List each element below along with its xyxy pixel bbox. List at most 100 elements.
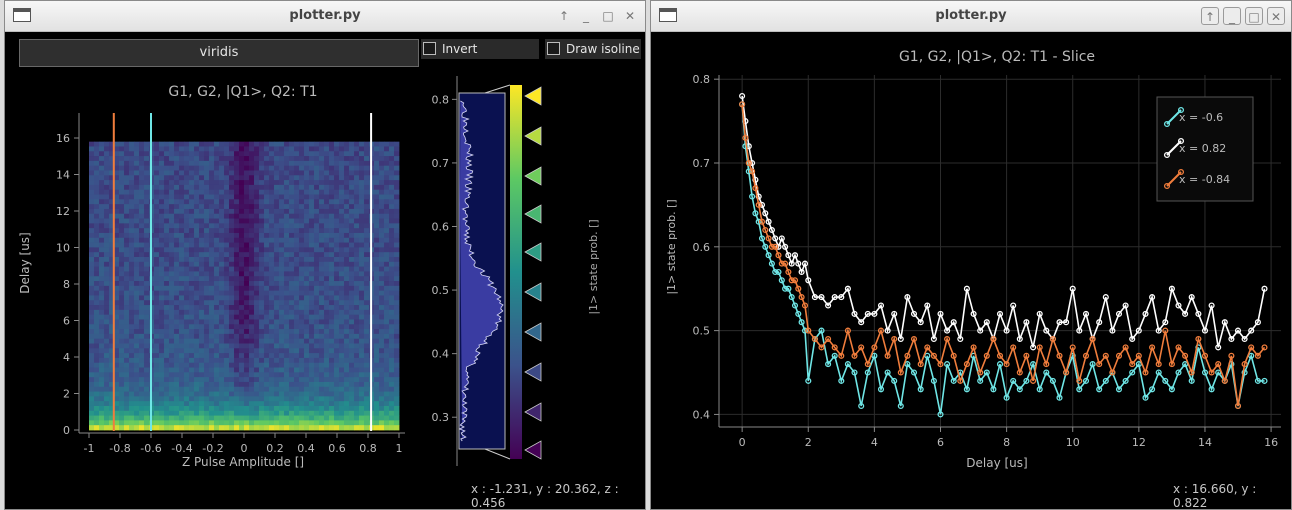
colormap-stop-handle[interactable] bbox=[524, 166, 542, 186]
heatmap-cell bbox=[219, 146, 225, 152]
series-point bbox=[1036, 310, 1043, 317]
heatmap-cell bbox=[154, 309, 160, 316]
colormap-stop-handle[interactable] bbox=[524, 322, 542, 342]
heatmap-cell bbox=[269, 146, 275, 152]
heatmap-cell bbox=[104, 156, 110, 162]
close-icon[interactable]: ✕ bbox=[1267, 7, 1285, 25]
heatmap-cell bbox=[334, 372, 340, 378]
heatmap-cell bbox=[204, 377, 210, 383]
colormap-stop-handle[interactable] bbox=[524, 86, 542, 106]
heatmap-cell bbox=[129, 405, 135, 412]
heatmap-cell bbox=[114, 256, 120, 263]
minimize-icon[interactable]: _ bbox=[1223, 7, 1241, 25]
heatmap-cell bbox=[379, 391, 385, 397]
heatmap-cell bbox=[354, 401, 360, 407]
heatmap-cell bbox=[114, 357, 120, 364]
heatmap-cell bbox=[134, 333, 140, 340]
heatmap-cell bbox=[129, 199, 135, 205]
heatmap-cell bbox=[274, 151, 280, 157]
heatmap-cell bbox=[364, 343, 370, 349]
heatmap-cell bbox=[179, 184, 185, 191]
heatmap-cell bbox=[279, 223, 285, 229]
heatmap-cell bbox=[154, 156, 160, 162]
colormap-stop-handle[interactable] bbox=[524, 440, 542, 460]
draw-isoline-checkbox[interactable]: Draw isoline bbox=[545, 39, 641, 59]
heatmap-cell bbox=[239, 329, 245, 335]
heatmap-cell bbox=[309, 405, 315, 412]
heatmap-cell bbox=[284, 242, 290, 248]
heatmap-cell bbox=[389, 420, 395, 426]
heatmap-cell bbox=[344, 180, 350, 186]
left-titlebar[interactable]: plotter.py ↑ _ □ ✕ bbox=[5, 1, 645, 32]
heatmap-cell bbox=[289, 381, 295, 388]
right-titlebar[interactable]: plotter.py ↑ _ □ ✕ bbox=[651, 1, 1291, 32]
heatmap-cell bbox=[274, 425, 280, 431]
colormap-stop-handle[interactable] bbox=[524, 402, 542, 422]
heatmap-cell bbox=[109, 247, 115, 253]
colormap-stop-handle[interactable] bbox=[524, 242, 542, 262]
heatmap-cell bbox=[329, 300, 335, 306]
heatmap-cell bbox=[164, 324, 170, 330]
heatmap-cell bbox=[159, 372, 165, 378]
maximize-icon[interactable]: □ bbox=[602, 9, 614, 23]
colorbar-gradient[interactable] bbox=[510, 85, 522, 459]
heatmap-cell bbox=[94, 372, 100, 378]
heatmap-cell bbox=[289, 218, 295, 224]
colorbar-tick-label: 0.5 bbox=[432, 284, 450, 297]
heatmap-cell bbox=[144, 237, 150, 243]
colormap-stop-handle[interactable] bbox=[524, 282, 542, 302]
heatmap-cell bbox=[129, 357, 135, 364]
heatmap-cell bbox=[209, 357, 215, 364]
checkbox-box[interactable] bbox=[547, 42, 560, 55]
heatmap-cell bbox=[244, 261, 250, 268]
heatmap-cell bbox=[294, 184, 300, 191]
heatmap-cell bbox=[99, 391, 105, 397]
heatmap-cell bbox=[359, 357, 365, 364]
heatmap-cell bbox=[119, 271, 125, 277]
heatmap-cell bbox=[354, 285, 360, 292]
heatmap-cell bbox=[324, 367, 330, 373]
heatmap-cell bbox=[259, 165, 265, 171]
heatmap-cell bbox=[154, 271, 160, 277]
heatmap-cell bbox=[184, 300, 190, 306]
colormap-stop-handle[interactable] bbox=[524, 362, 542, 382]
heatmap-cell bbox=[179, 252, 185, 258]
heatmap-plot[interactable]: G1, G2, |Q1>, Q2: T1 -1 -0.8 -0.6 -0.4 -0.2 0… bbox=[5, 71, 645, 501]
heatmap-cell bbox=[249, 357, 255, 364]
keep-above-icon[interactable]: ↑ bbox=[1201, 7, 1219, 25]
heatmap-cell bbox=[314, 180, 320, 186]
legend-label: x = -0.6 bbox=[1179, 111, 1223, 124]
heatmap-cell bbox=[264, 381, 270, 388]
heatmap-cell bbox=[309, 333, 315, 340]
legend[interactable]: x = -0.6x = 0.82x = -0.84 bbox=[1156, 96, 1254, 202]
heatmap-cell bbox=[94, 146, 100, 152]
heatmap-cell bbox=[389, 232, 395, 239]
heatmap-cell bbox=[154, 295, 160, 301]
heatmap-cell bbox=[299, 377, 305, 383]
colormap-stop-handle[interactable] bbox=[524, 126, 542, 146]
heatmap-cell bbox=[94, 405, 100, 412]
maximize-icon[interactable]: □ bbox=[1245, 7, 1263, 25]
slice-plot[interactable]: G1, G2, |Q1>, Q2: T1 - Slice 0 2 4 6 8 10 12 14… bbox=[651, 35, 1291, 505]
colormap-select[interactable]: viridis bbox=[19, 39, 419, 67]
heatmap-cell bbox=[209, 232, 215, 239]
heatmap-cell bbox=[374, 324, 380, 330]
heatmap-cell bbox=[124, 247, 130, 253]
heatmap-cell bbox=[109, 348, 115, 354]
close-icon[interactable]: ✕ bbox=[624, 9, 636, 23]
colormap-stop-handle[interactable] bbox=[524, 204, 542, 224]
heatmap-cell bbox=[324, 170, 330, 176]
heatmap-cell bbox=[189, 184, 195, 191]
heatmap-cell bbox=[379, 314, 385, 320]
heatmap-cell bbox=[164, 141, 170, 147]
minimize-icon[interactable]: _ bbox=[583, 9, 589, 23]
heatmap-cell bbox=[104, 372, 110, 378]
keep-above-icon[interactable]: ↑ bbox=[558, 9, 570, 23]
invert-checkbox[interactable]: Invert bbox=[421, 39, 539, 59]
heatmap-cell bbox=[144, 184, 150, 191]
heatmap-cell bbox=[109, 228, 115, 234]
heatmap-cell bbox=[349, 252, 355, 258]
checkbox-box[interactable] bbox=[423, 42, 436, 55]
heatmap-cell bbox=[354, 184, 360, 191]
heatmap-cell bbox=[214, 194, 220, 200]
